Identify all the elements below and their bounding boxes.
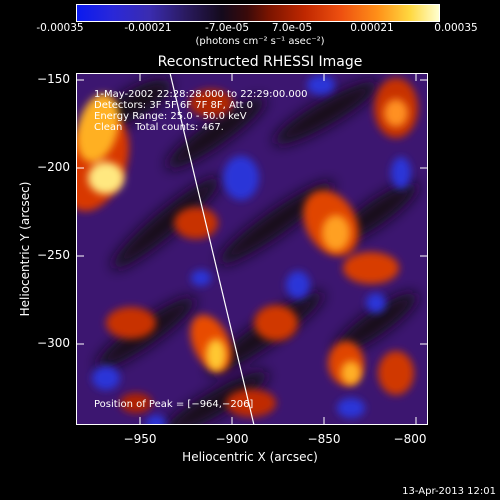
colorbar-tick-label: 0.00035 — [434, 22, 478, 34]
y-axis-label: Heliocentric Y (arcsec) — [18, 181, 32, 317]
colorbar-units-label: (photons cm⁻² s⁻¹ asec⁻²) — [195, 36, 325, 47]
colorbar-tick-label: 0.00021 — [350, 22, 394, 34]
colorbar-tick-label: -0.00021 — [124, 22, 172, 34]
colorbar-tick-label: -7.0e-05 — [204, 22, 250, 34]
peak-position-label: Position of Peak = [−964,−206] — [94, 399, 254, 410]
x-tick-label: −900 — [215, 432, 249, 446]
observation-time: 1-May-2002 22:28:28.000 to 22:29:00.000 — [94, 89, 308, 100]
y-tick-label: −150 — [37, 72, 70, 86]
method-info: Clean Total counts: 467. — [94, 122, 224, 133]
energy-range-info: Energy Range: 25.0 - 50.0 keV — [94, 111, 247, 122]
rhessi-image — [76, 73, 428, 425]
solar-limb-line — [169, 73, 255, 425]
colorbar-tick-label: 7.0e-05 — [271, 22, 313, 34]
x-tick-label: −800 — [393, 432, 427, 446]
plot-title: Reconstructed RHESSI Image — [157, 54, 363, 70]
colorbar-tick-label: -0.00035 — [36, 22, 84, 34]
timestamp: 13-Apr-2013 12:01 — [402, 486, 496, 497]
x-axis-label: Heliocentric X (arcsec) — [182, 450, 318, 464]
detectors-info: Detectors: 3F 5F 6F 7F 8F, Att 0 — [94, 100, 254, 111]
x-tick-label: −950 — [123, 432, 157, 446]
x-tick-label: −850 — [307, 432, 341, 446]
y-tick-label: −200 — [37, 160, 70, 174]
y-tick-label: −300 — [37, 336, 70, 350]
colorbar — [76, 4, 440, 22]
y-tick-label: −250 — [37, 248, 70, 262]
